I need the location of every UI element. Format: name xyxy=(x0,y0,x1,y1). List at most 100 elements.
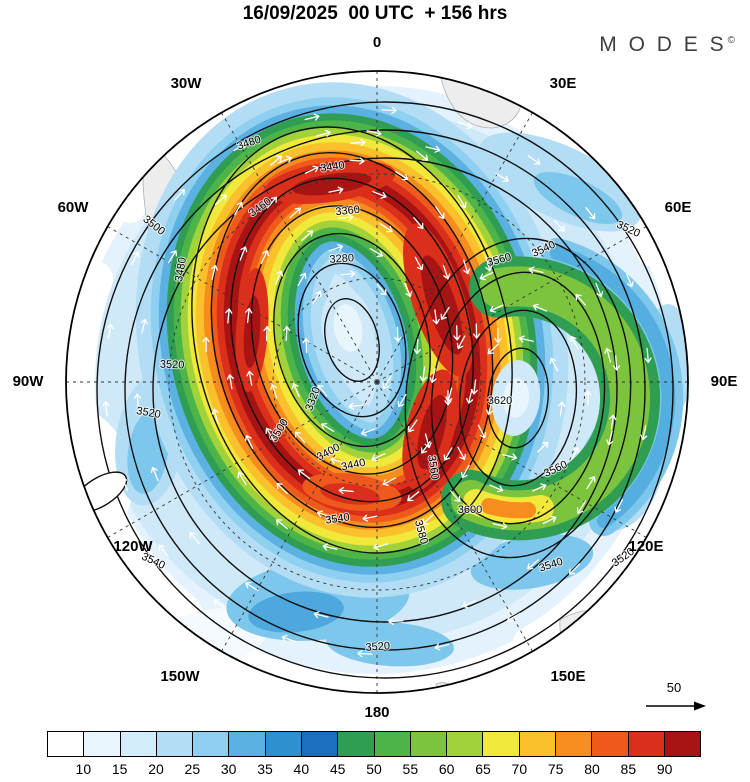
wind-arrow xyxy=(376,283,387,296)
wind-arrow xyxy=(492,522,508,530)
height-contour xyxy=(124,129,646,651)
wind-arrow xyxy=(150,466,159,482)
latitude-circle xyxy=(272,277,482,487)
latitude-circle xyxy=(168,173,586,591)
wind-arrow xyxy=(488,484,504,493)
colorbar-tick-label: 75 xyxy=(547,761,564,777)
colorbar-cell xyxy=(409,732,447,756)
wind-arrow xyxy=(130,251,140,266)
wind-arrow xyxy=(413,338,421,355)
wind-arrow xyxy=(297,272,307,287)
colorbar-tick-label: 85 xyxy=(620,761,637,777)
shade-blob xyxy=(470,534,594,590)
wind-arrow xyxy=(453,325,461,341)
wind-arrow xyxy=(317,384,328,397)
height-contour xyxy=(430,271,606,525)
wind-arrow xyxy=(532,483,547,492)
longitude-label: 150W xyxy=(160,668,200,685)
colorbar-cell xyxy=(155,732,193,756)
wind-arrow xyxy=(429,368,437,384)
contour-label: 3520 xyxy=(365,640,390,654)
wind-arrows xyxy=(102,106,652,658)
wind-arrow xyxy=(301,230,314,241)
wind-arrow xyxy=(225,308,233,324)
wind-arrow xyxy=(328,186,344,194)
wind-arrow xyxy=(328,244,344,252)
wind-arrow xyxy=(244,435,254,449)
colorbar-cell xyxy=(48,732,84,756)
longitude-label: 150E xyxy=(550,668,585,685)
graticule-meridians xyxy=(66,71,688,693)
wind-arrow xyxy=(477,424,487,439)
wind-arrow xyxy=(281,634,297,643)
colorbar-cell xyxy=(591,732,628,756)
wind-arrow xyxy=(120,476,129,492)
wind-arrow xyxy=(289,207,301,219)
wind-arrow xyxy=(373,543,389,551)
wind-arrow xyxy=(372,190,387,199)
jet-core-patch xyxy=(292,172,372,196)
contour-label: 3440 xyxy=(320,159,346,174)
wind-arrow xyxy=(413,217,424,230)
wind-arrow xyxy=(350,138,366,147)
meridian-line xyxy=(107,381,378,538)
outer-arm xyxy=(550,246,676,528)
colorbar-tick-label: 90 xyxy=(656,761,673,777)
wind-arrow xyxy=(366,129,382,137)
wind-arrow xyxy=(569,563,580,575)
wind-arrow xyxy=(369,248,383,258)
height-contour xyxy=(230,177,474,503)
wind-arrow xyxy=(270,155,283,166)
wind-arrow xyxy=(604,347,612,363)
wind-arrow xyxy=(237,471,247,486)
colorbar-cell xyxy=(627,732,664,756)
wind-arrow xyxy=(502,453,518,461)
wind-arrow xyxy=(419,366,427,382)
longitude-label: 30W xyxy=(171,75,203,92)
contour-label: 3520 xyxy=(135,405,161,421)
wind-arrow xyxy=(404,282,413,297)
wind-arrow xyxy=(415,150,429,161)
wind-arrow xyxy=(349,157,365,165)
wind-arrow xyxy=(507,612,521,622)
colorbar-cell xyxy=(192,732,229,756)
colorbar-tick-labels: 10 15 20 25 30 35 40 45 50 55 60 65 70 75 80 85 90 xyxy=(47,761,701,779)
wind-arrow xyxy=(265,427,275,442)
wind-arrow xyxy=(612,355,621,371)
meridian-line xyxy=(221,112,378,383)
colorbar-tick-label: 10 xyxy=(75,761,92,777)
wind-arrow xyxy=(542,515,557,525)
contour-label: 3360 xyxy=(335,204,361,218)
wind-arrow xyxy=(444,390,452,406)
colorbar-tick-label: 40 xyxy=(293,761,310,777)
modes-logo: M O D E S© xyxy=(599,33,738,57)
wind-arrow xyxy=(246,370,254,386)
height-contour xyxy=(210,151,494,529)
chart-title: 16/09/2025 00 UTC + 156 hrs xyxy=(242,3,508,24)
meridian-line xyxy=(376,381,533,652)
colorbar-cell xyxy=(119,732,156,756)
wind-arrow xyxy=(479,271,494,281)
wind-arrow xyxy=(270,384,278,399)
wind-arrow xyxy=(414,256,424,271)
wind-arrow xyxy=(558,401,566,417)
colorbar-cell xyxy=(446,732,483,756)
wind-arrow xyxy=(644,347,652,363)
wind-arrow xyxy=(397,393,407,408)
wind-arrow xyxy=(432,309,440,325)
longitude-label: 180 xyxy=(364,704,389,721)
wind-arrow xyxy=(189,532,200,545)
wind-arrow xyxy=(532,303,548,312)
wind-arrow xyxy=(213,599,227,609)
wind-arrow xyxy=(570,335,579,350)
wind-arrow xyxy=(489,304,504,313)
wind-arrow xyxy=(625,272,634,288)
wind-arrow xyxy=(614,498,624,513)
colorbar-tick-label: 50 xyxy=(366,761,382,777)
wind-arrow xyxy=(297,469,311,480)
colorbar-cell xyxy=(228,732,265,756)
longitude-label: 90E xyxy=(711,373,738,390)
shade-blob xyxy=(248,591,344,633)
height-contour xyxy=(324,298,380,382)
